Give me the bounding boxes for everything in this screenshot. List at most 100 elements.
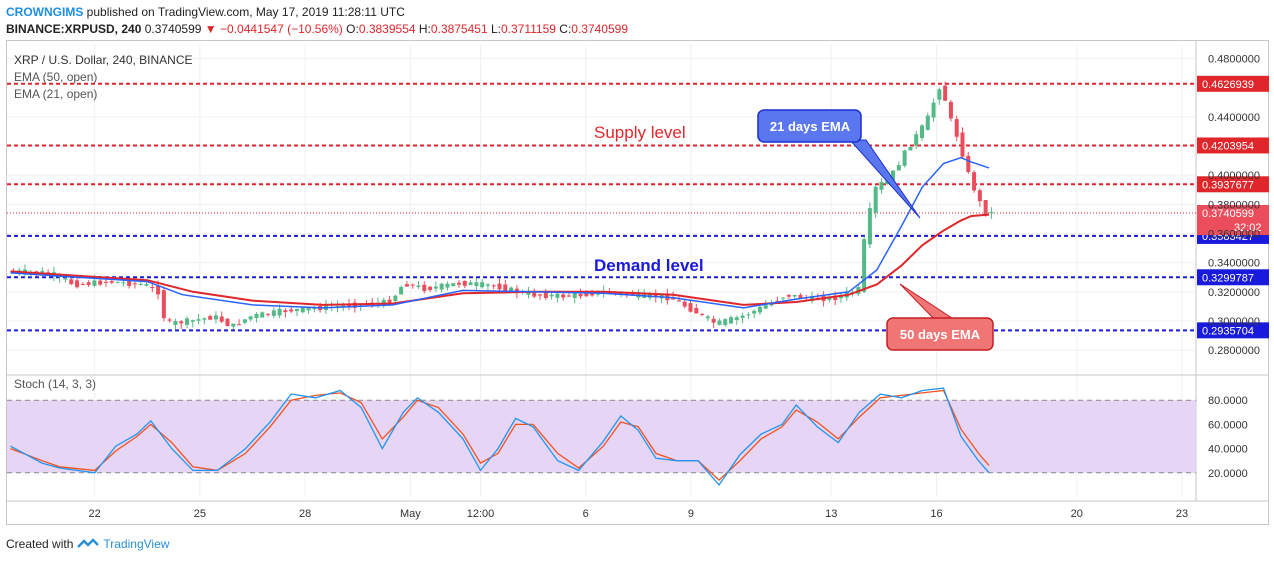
candle-body bbox=[161, 290, 166, 319]
ema50-callout-text: 50 days EMA bbox=[900, 327, 981, 342]
candle-body bbox=[306, 307, 311, 311]
candle-body bbox=[254, 313, 259, 319]
candle-body bbox=[422, 284, 427, 292]
candle-body bbox=[509, 287, 514, 291]
candle-body bbox=[798, 294, 803, 299]
candle-body bbox=[543, 292, 548, 299]
candle-body bbox=[983, 199, 988, 215]
time-tick-label: 16 bbox=[930, 508, 942, 520]
stoch-band bbox=[7, 399, 1196, 474]
candle-body bbox=[879, 181, 884, 190]
close-label: C: bbox=[559, 22, 572, 36]
price-tick-label: 0.3600000 bbox=[1208, 229, 1260, 241]
price-tick-label: 0.3000000 bbox=[1208, 316, 1260, 328]
chart-title: XRP / U.S. Dollar, 240, BINANCE bbox=[14, 53, 193, 67]
author-name[interactable]: CROWNGIMS bbox=[6, 5, 84, 19]
candle-body bbox=[480, 282, 485, 288]
price-tick-label: 0.4400000 bbox=[1208, 112, 1260, 124]
candle-body bbox=[931, 102, 936, 118]
candle-body bbox=[277, 308, 282, 316]
level-price: 0.4626939 bbox=[1202, 79, 1254, 91]
level-price: 0.3937677 bbox=[1202, 179, 1254, 191]
last-price: 0.3740599 bbox=[144, 22, 202, 36]
countdown-label: 32:02 bbox=[1234, 222, 1262, 234]
price-tick-label: 0.4800000 bbox=[1208, 54, 1260, 66]
tradingview-link[interactable]: TradingView bbox=[103, 537, 170, 551]
candle-body bbox=[717, 320, 722, 325]
candle-body bbox=[514, 288, 519, 293]
publish-info: CROWNGIMS published on TradingView.com, … bbox=[6, 5, 405, 19]
low-label: L: bbox=[490, 22, 501, 36]
candle-body bbox=[734, 317, 739, 320]
down-arrow-icon: ▼ bbox=[204, 22, 217, 36]
time-tick-label: 23 bbox=[1176, 508, 1188, 520]
candle-body bbox=[132, 283, 137, 285]
stoch-d-line bbox=[10, 389, 990, 481]
ema50-legend: EMA (50, open) bbox=[14, 70, 97, 84]
candle-body bbox=[636, 292, 641, 298]
candle-body bbox=[196, 319, 201, 321]
candle-body bbox=[561, 294, 566, 298]
candle-body bbox=[572, 293, 577, 298]
candle-body bbox=[740, 315, 745, 318]
candle-body bbox=[925, 115, 930, 131]
price-tick-label: 0.3400000 bbox=[1208, 258, 1260, 270]
candle-body bbox=[613, 292, 618, 294]
candle-body bbox=[578, 293, 583, 297]
candle-body bbox=[624, 293, 629, 295]
stoch-tick-label: 80.0000 bbox=[1208, 395, 1248, 407]
level-price: 0.2935704 bbox=[1202, 325, 1254, 337]
ema21-line bbox=[10, 156, 990, 309]
created-with: Created with bbox=[6, 537, 74, 551]
supply-level-label: Supply level bbox=[594, 123, 686, 142]
candle-body bbox=[891, 170, 896, 181]
candle-body bbox=[538, 294, 543, 296]
candle-body bbox=[485, 284, 490, 286]
candle-body bbox=[676, 300, 681, 302]
candle-body bbox=[682, 301, 687, 307]
candle-body bbox=[231, 323, 236, 327]
candle-body bbox=[700, 313, 705, 315]
published-text: published on TradingView.com, May 17, 20… bbox=[86, 5, 405, 19]
candle-body bbox=[630, 293, 635, 296]
candle-body bbox=[468, 282, 473, 286]
candle-body bbox=[75, 280, 80, 288]
high-value: 0.3875451 bbox=[430, 22, 488, 36]
candle-body bbox=[341, 305, 346, 307]
candle-body bbox=[190, 320, 195, 322]
candle-body bbox=[404, 284, 409, 287]
symbol-label: BINANCE:XRPUSD, 240 bbox=[6, 22, 142, 36]
candle-body bbox=[121, 282, 126, 284]
indicator-lines bbox=[10, 81, 994, 486]
candle-body bbox=[138, 283, 143, 285]
candle-body bbox=[387, 299, 392, 305]
candle-body bbox=[555, 293, 560, 298]
candle-body bbox=[763, 305, 768, 309]
candle-body bbox=[248, 316, 253, 320]
candle-body bbox=[428, 286, 433, 290]
candle-body bbox=[989, 212, 994, 214]
price-tick-label: 0.3800000 bbox=[1208, 199, 1260, 211]
level-tag bbox=[1197, 75, 1269, 92]
open-value: 0.3839554 bbox=[358, 22, 416, 36]
candle-body bbox=[173, 321, 178, 326]
level-tag bbox=[1197, 269, 1269, 286]
candle-body bbox=[867, 208, 872, 245]
candle-body bbox=[46, 272, 51, 274]
candle-body bbox=[219, 316, 224, 322]
legend-labels: XRP / U.S. Dollar, 240, BINANCE EMA (50, … bbox=[14, 53, 193, 391]
candle-body bbox=[532, 292, 537, 297]
stoch-tick-label: 40.0000 bbox=[1208, 444, 1248, 456]
candle-body bbox=[786, 294, 791, 297]
candle-body bbox=[109, 281, 114, 283]
ema21-callout-box bbox=[757, 109, 862, 143]
candle-body bbox=[711, 318, 716, 323]
candle-body bbox=[775, 300, 780, 302]
candle-body bbox=[179, 321, 184, 324]
level-price: 0.4203954 bbox=[1202, 140, 1254, 152]
candle-body bbox=[954, 119, 959, 137]
candle-body bbox=[439, 283, 444, 290]
candle-body bbox=[781, 297, 786, 299]
level-lines: 0.46269390.42039540.39376770.35834270.32… bbox=[7, 75, 1269, 339]
